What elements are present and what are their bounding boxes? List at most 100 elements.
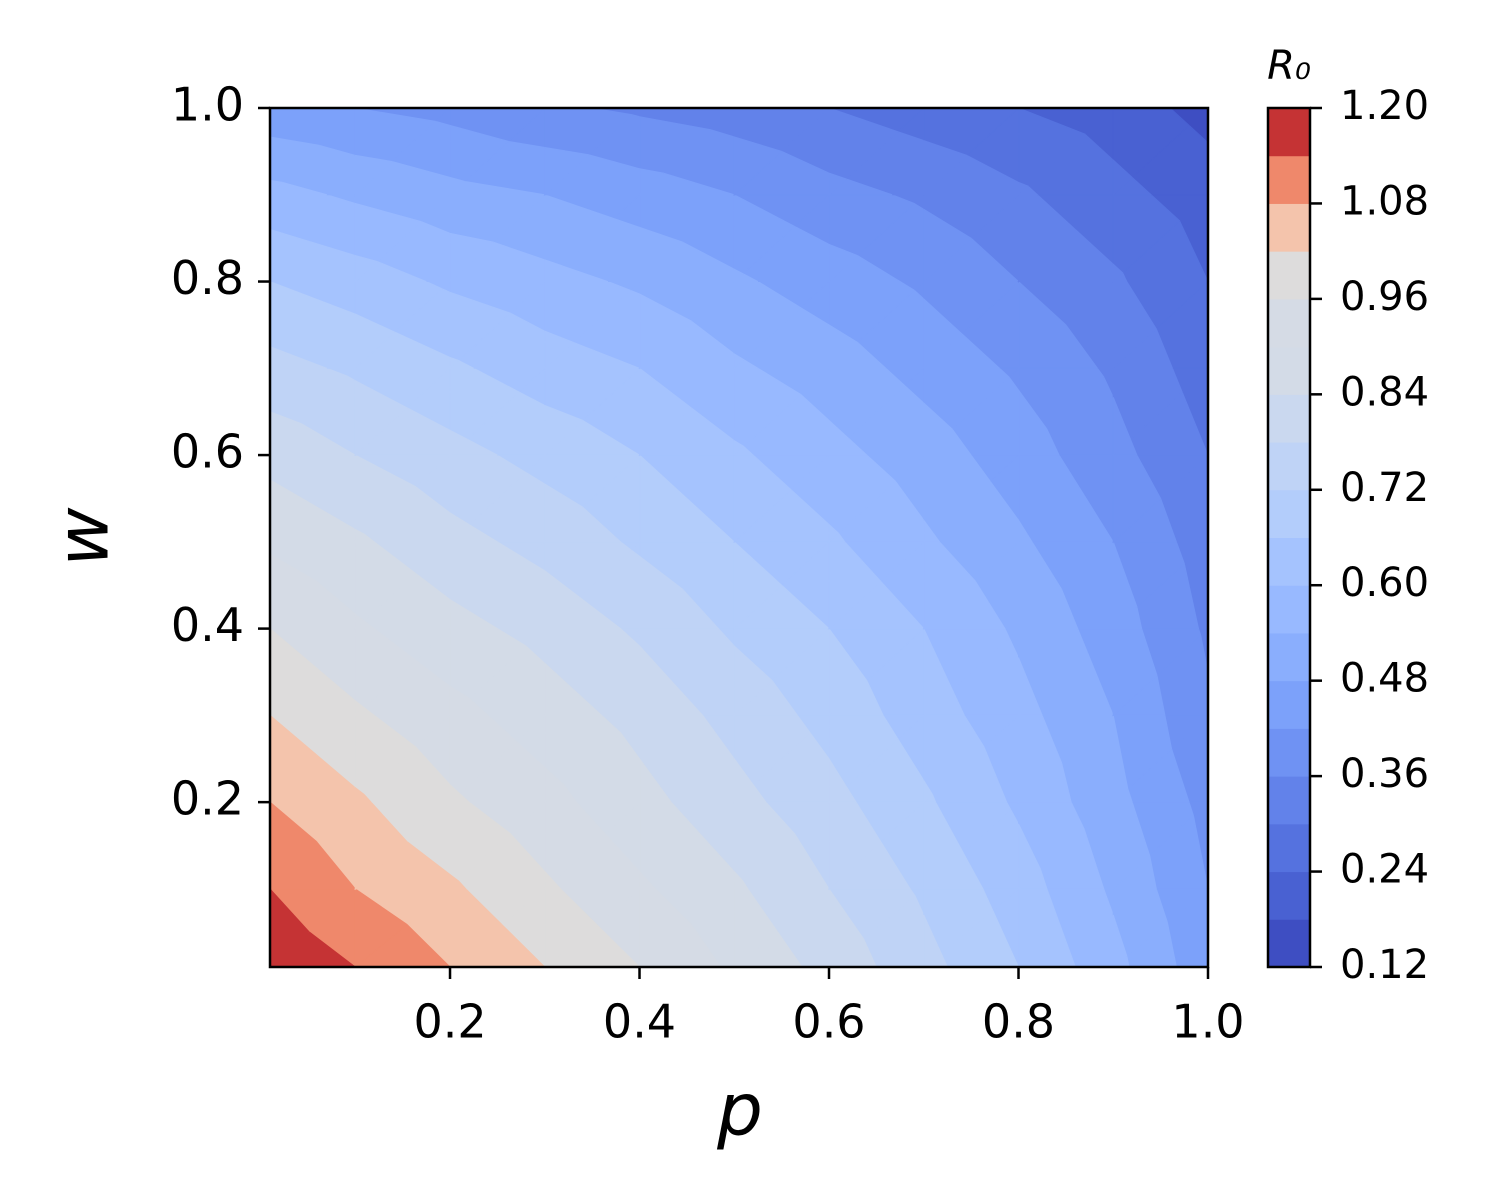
contour-band [1112,397,1132,457]
contour-band [449,598,470,630]
contour-band [828,419,849,457]
contour-band [354,379,408,457]
contour-band [923,914,942,969]
colorbar-segment [1268,203,1310,252]
contour-band [923,778,934,804]
contour-band [1018,280,1067,370]
contour-band [639,293,693,370]
contour-band [1112,715,1129,804]
colorbar-label: R₀ [1267,43,1311,89]
colorbar-segment [1268,251,1310,300]
contour-band [544,330,575,370]
plot-frame [268,106,1210,969]
y-tick-label: 1.0 [171,78,244,132]
colorbar-tick-label: 0.24 [1340,847,1429,893]
colorbar-tick-label: 0.84 [1340,369,1429,415]
y-axis-label: w [41,507,125,566]
colorbar-segment [1268,919,1310,968]
y-tick-label: 0.6 [171,425,244,479]
x-tick-label: 1.0 [1171,995,1244,1049]
contour-band [354,528,365,543]
colorbar-segment [1268,155,1310,204]
contour-band [733,870,744,891]
x-tick-label: 0.4 [603,995,676,1049]
colorbar-segment [1268,298,1310,348]
contour-band [828,523,840,543]
contour-band [639,870,649,891]
contour-band [354,154,393,196]
colorbar-segment [1268,108,1310,157]
contour-band [733,757,754,804]
contour-band [923,518,934,543]
colorbar-segment [1268,537,1310,586]
contour-band [1018,518,1028,543]
contour-band [544,404,584,457]
contour-band [828,243,859,283]
contour-band [733,540,783,630]
contour-band [1112,158,1133,196]
colorbar-tick-label: 0.12 [1340,942,1429,988]
contour-band [733,644,773,717]
y-tick-label: 0.4 [171,598,244,652]
contour-band [639,453,688,543]
contour-band [1018,388,1048,457]
contour-band [449,783,461,804]
contour-band [449,176,466,196]
contour-band [733,439,745,457]
contour-band [1112,263,1124,283]
colorbar-tick-label: 1.08 [1340,178,1429,224]
contour-band [923,401,953,457]
x-tick-label: 0.2 [413,995,486,1049]
x-tick-label: 0.6 [792,995,865,1049]
contour-band [354,887,408,969]
contour-band [354,254,379,283]
contour-band [639,168,665,196]
contour-band [544,259,563,283]
colorbar-segment [1268,489,1310,538]
colorbar-segment [1268,680,1310,729]
y-tick-label: 0.8 [171,251,244,305]
contour-band [449,512,470,543]
contour-band [544,146,590,196]
y-tick-label: 0.2 [171,772,244,826]
contour-band [1018,657,1037,717]
colorbar-tick-label: 0.36 [1340,751,1429,797]
contour-band [354,699,365,717]
colorbar-segment [1268,632,1310,682]
contour-band [544,870,555,891]
contour-band [449,685,470,717]
contour-band [639,555,684,630]
colorbar-segment [1268,442,1310,491]
contour-band [639,226,684,283]
contour-band [449,232,495,283]
colorbar-frame [1266,106,1312,969]
colorbar-segment [1268,346,1310,395]
contour-band [828,757,847,804]
contour-band [354,613,365,630]
contour-band [354,313,396,370]
contour-area [268,106,1210,969]
contour-band [544,662,574,717]
contour-band [923,628,953,717]
contour-band [1018,823,1041,891]
contour-band [639,757,660,804]
colorbar-segment [1268,394,1310,443]
contour-band [639,644,675,717]
colorbar-segment [1268,776,1310,825]
contour-band [544,766,565,804]
colorbar-segment [1268,871,1310,920]
colorbar-tick-label: 1.20 [1340,83,1429,129]
contour-band [923,297,963,370]
contour-band [544,483,584,543]
colorbar-segment [1268,823,1310,873]
x-tick-label: 0.8 [982,995,1055,1049]
contour-band [449,873,460,891]
contour-band [733,352,745,370]
contour-band [449,429,469,457]
colorbar-tick-label: 0.96 [1340,274,1429,320]
contour-band [733,268,744,283]
colorbar-tick-label: 0.48 [1340,656,1429,702]
contour-band [828,887,865,969]
contour-band [828,324,859,370]
